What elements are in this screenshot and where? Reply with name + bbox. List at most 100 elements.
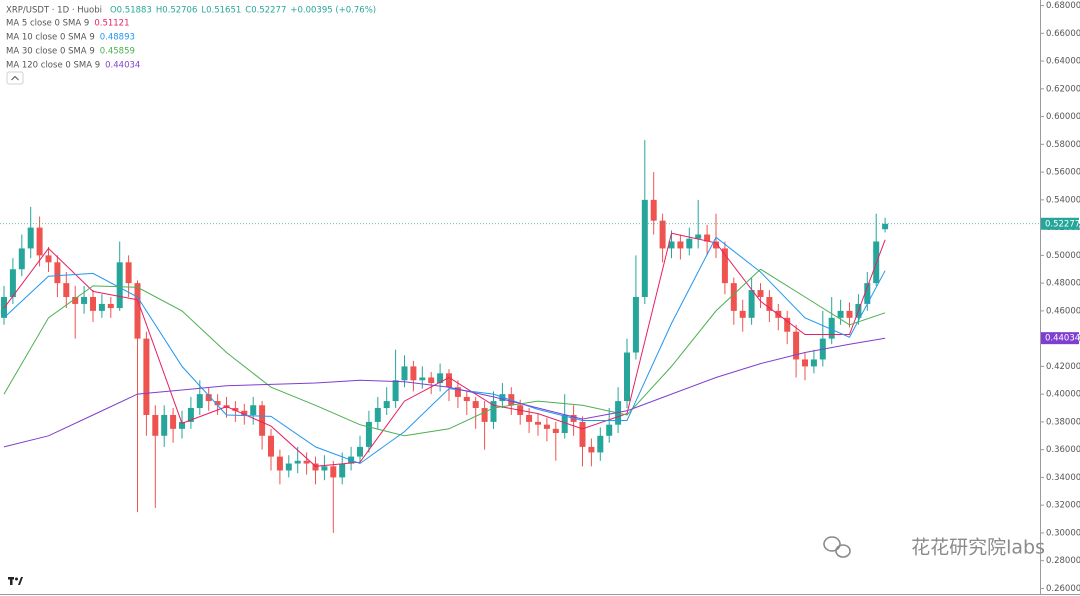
last-price-tag (1041, 217, 1079, 230)
candle-body (285, 463, 292, 471)
ma-line (3, 236, 886, 465)
candle-body (125, 262, 132, 284)
ohlc-value: L0.51651 (201, 6, 241, 16)
candle-body (739, 310, 746, 318)
candle-body (365, 421, 372, 447)
y-tick-label: 0.34000 (1046, 473, 1080, 483)
candle-body (161, 414, 168, 436)
candle-body (748, 290, 755, 318)
candle-body (597, 435, 604, 453)
candle-body (268, 435, 274, 457)
candle-body (63, 283, 70, 297)
candle-body (686, 238, 693, 249)
ma-price-label: 0.44034 (1045, 334, 1080, 344)
candle-body (214, 401, 221, 406)
candle-body (543, 424, 550, 429)
candle-body (472, 401, 479, 409)
candle-body (721, 248, 728, 284)
collapse-button[interactable] (6, 71, 24, 85)
candle-body (152, 414, 159, 436)
y-tick-label: 0.62000 (1046, 84, 1080, 94)
legend: XRP/USDT · 1D · Huobi MA 5 close 0 SMA 9… (6, 6, 376, 71)
legend-entry: MA 120 close 0 SMA 9 (6, 61, 100, 71)
candle-body (18, 248, 25, 270)
y-tick-label: 0.46000 (1046, 306, 1080, 316)
candle-body (446, 373, 452, 388)
candle-body (81, 297, 88, 304)
candle-body (713, 241, 719, 249)
candle-body (107, 303, 114, 309)
candle-body (535, 421, 541, 425)
candle-body (810, 359, 817, 367)
candle-body (36, 227, 43, 256)
ma-line (3, 337, 886, 448)
tradingview-logo (8, 577, 23, 585)
candle-body (552, 428, 559, 434)
candle-body (793, 331, 800, 360)
candle-body (357, 446, 363, 457)
candle-body (330, 466, 337, 478)
candle-body (428, 377, 435, 384)
y-tick-label: 0.30000 (1046, 528, 1080, 538)
candle-body (650, 199, 657, 221)
ma-price-tag (1041, 332, 1079, 345)
legend-value: 0.44034 (105, 61, 140, 71)
candle-body (802, 359, 808, 367)
candle-body (641, 199, 648, 297)
y-tick-label: 0.54000 (1046, 195, 1080, 205)
candle-body (463, 396, 470, 402)
y-tick-label: 0.32000 (1046, 501, 1080, 511)
legend-entry: MA 10 close 0 SMA 9 (6, 33, 95, 43)
candle-body (588, 446, 595, 453)
candle-body (606, 424, 613, 436)
candle-body (383, 401, 390, 409)
candle-body (757, 290, 764, 297)
y-tick-label: 0.28000 (1046, 556, 1080, 566)
candle-body (179, 421, 185, 429)
candle-body (116, 262, 123, 309)
candle-body (294, 460, 301, 464)
candle-body (27, 227, 34, 249)
candle-body (579, 421, 586, 447)
candle-body (339, 463, 346, 478)
candle-body (232, 408, 239, 411)
y-tick-label: 0.64000 (1046, 57, 1080, 67)
y-tick-label: 0.40000 (1046, 390, 1080, 400)
candle-body (624, 352, 630, 402)
candle-body (374, 408, 381, 422)
candle-body (784, 317, 791, 332)
candle-body (276, 456, 283, 471)
y-tick-label: 0.38000 (1046, 417, 1080, 427)
candle-body (410, 366, 417, 381)
y-tick-label: 0.50000 (1046, 251, 1080, 261)
candle-body (143, 338, 150, 415)
candle-body (668, 241, 675, 249)
candle-body (837, 310, 844, 318)
y-tick-label: 0.58000 (1046, 140, 1080, 150)
candle-body (187, 408, 194, 422)
ohlc-value: O0.51883 (110, 6, 152, 16)
candle-body (321, 466, 328, 471)
candle-body (170, 414, 177, 429)
candle-body (454, 387, 461, 397)
candle-body (98, 303, 105, 311)
candle-body (846, 310, 853, 318)
candle-body (72, 297, 79, 304)
candle-body (250, 405, 257, 415)
candle-body (303, 460, 310, 464)
candle-body (828, 317, 835, 339)
candle-body (677, 241, 684, 249)
candle-body (134, 283, 141, 339)
candle-body (695, 234, 702, 239)
candle-body (766, 297, 773, 311)
wechat-icon (823, 536, 851, 558)
candle-body (90, 297, 96, 311)
candle-body (882, 223, 889, 230)
candle-body (490, 401, 497, 422)
legend-entry: MA 5 close 0 SMA 9 (6, 19, 89, 29)
candle-body (561, 414, 568, 434)
candle-body (401, 366, 408, 381)
candle-body (704, 234, 711, 242)
